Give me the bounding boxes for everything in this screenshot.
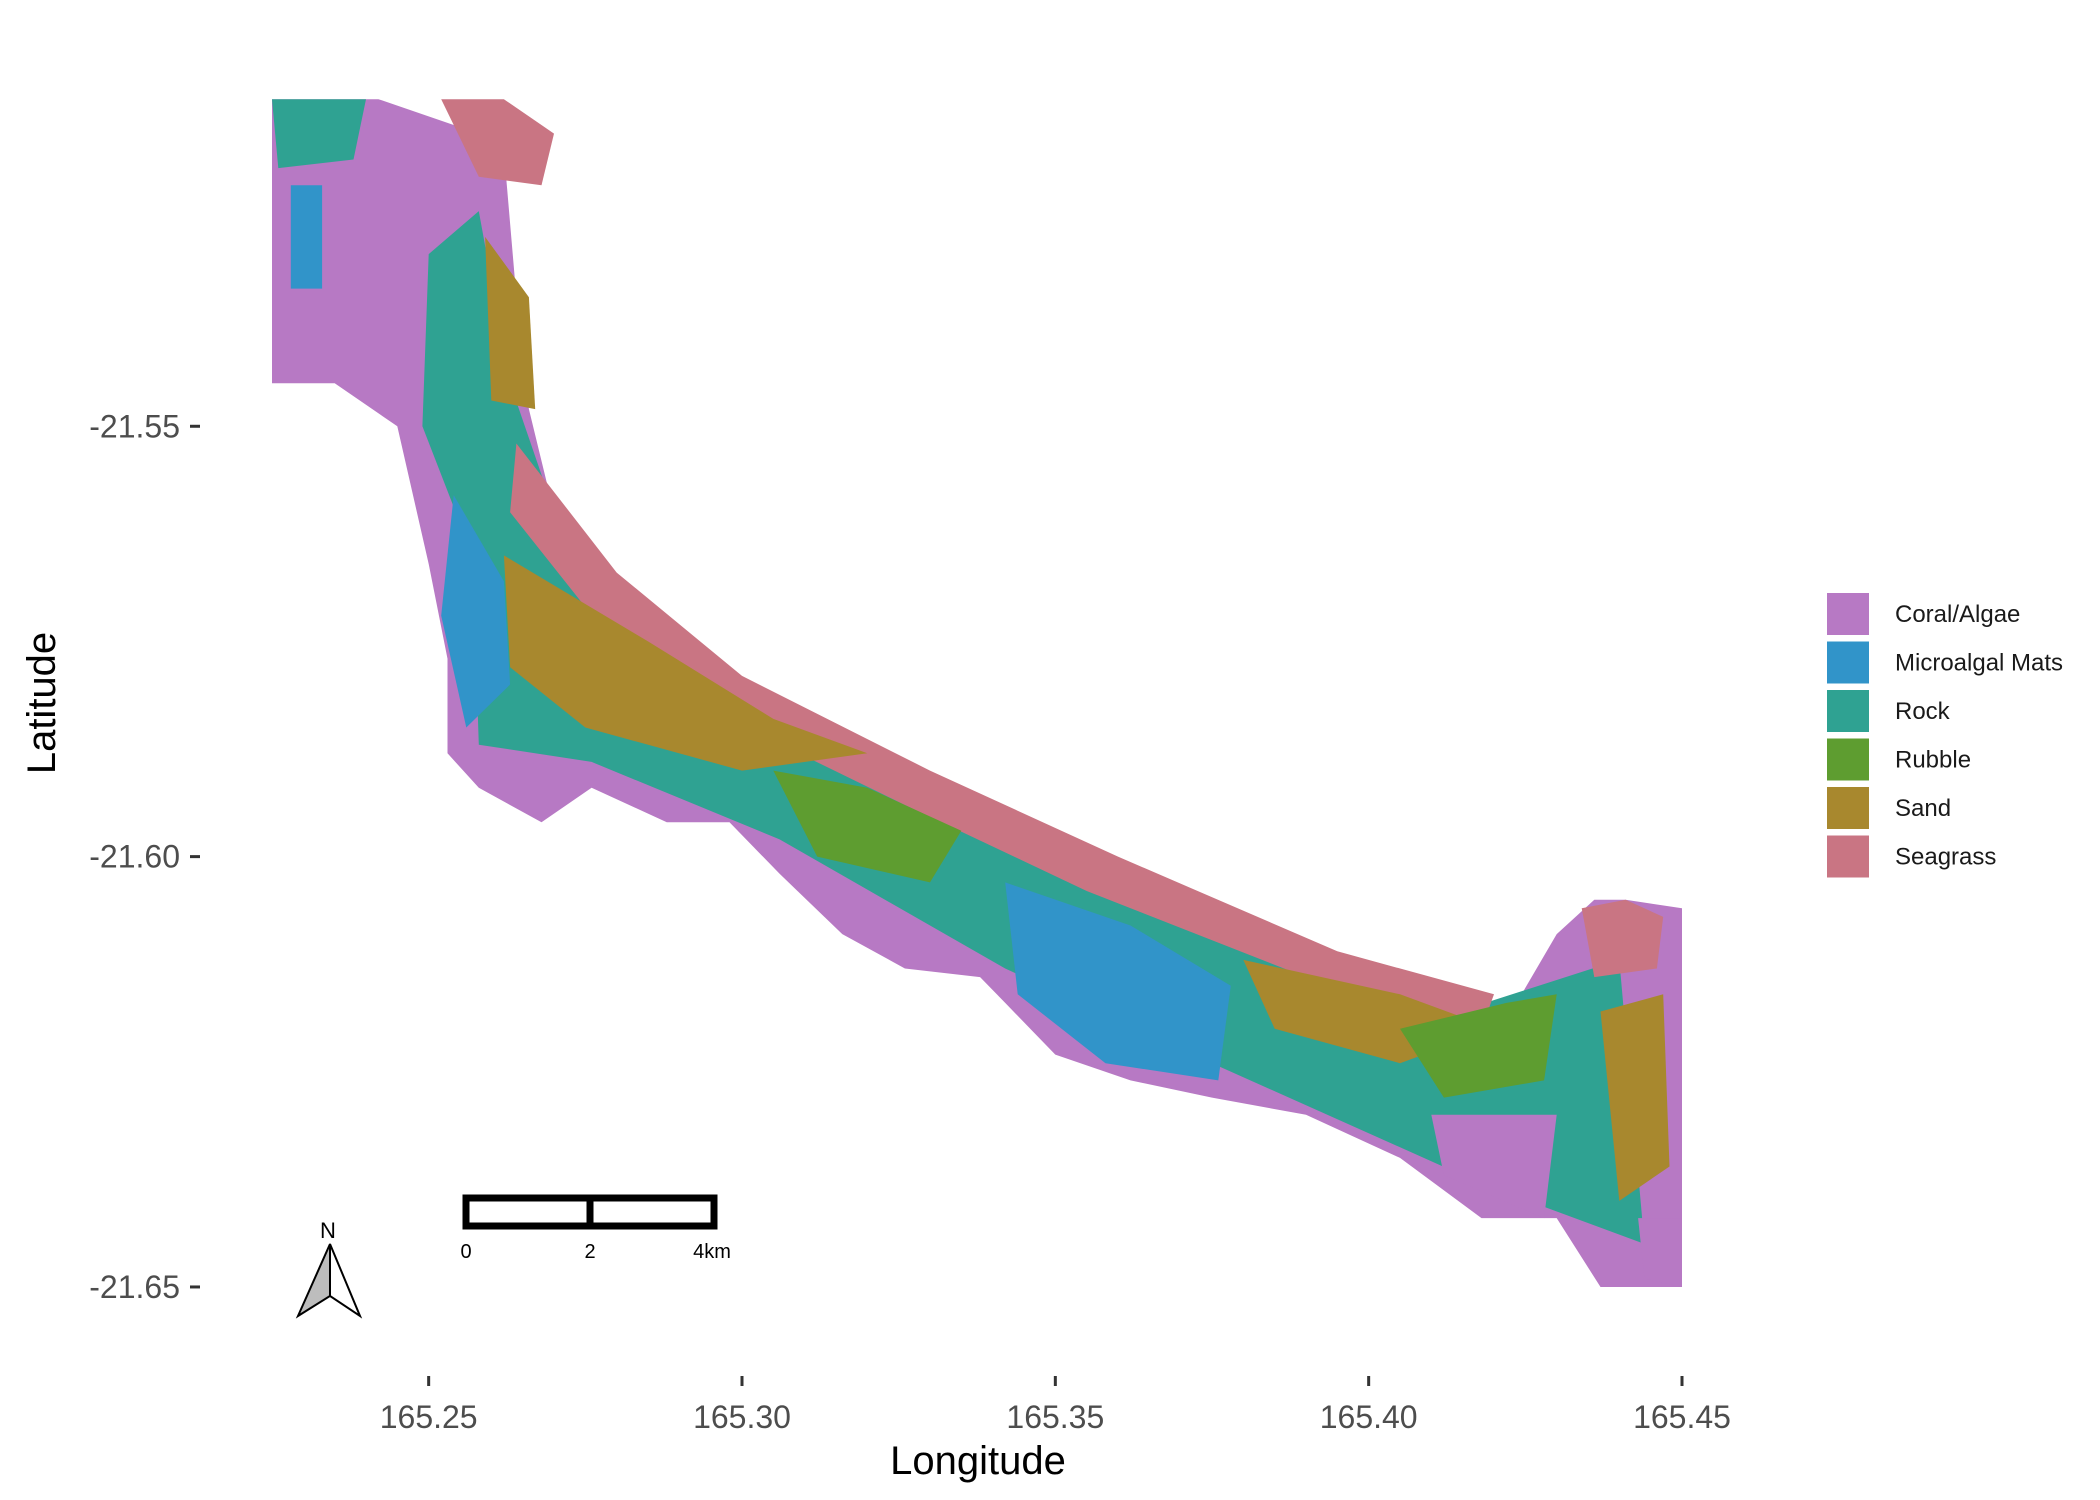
habitat-zone-microalgal-mats-5 xyxy=(290,185,323,289)
habitat-zone-coral-algae-13 xyxy=(1431,1114,1557,1219)
habitat-zone-microalgal-mats-4 xyxy=(1005,882,1231,1081)
legend-label-seagrass: Seagrass xyxy=(1895,844,1996,871)
legend-label-microalgal-mats: Microalgal Mats xyxy=(1895,650,2063,677)
x-tick-label-1: 165.30 xyxy=(693,1399,791,1435)
habitat-zone-rubble-10 xyxy=(773,770,962,883)
scale-bar-left-segment xyxy=(462,1194,594,1230)
scale-bar-label-4km: 4km xyxy=(693,1241,731,1263)
legend: Coral/Algae Microalgal Mats Rock Rubble Sand… xyxy=(1825,591,2063,880)
x-axis-title: Longitude xyxy=(890,1439,1066,1483)
x-axis: 165.25 165.30 165.35 165.40 165.45 xyxy=(380,1376,1731,1435)
habitat-zone-microalgal-mats-3 xyxy=(441,495,511,728)
habitat-zone-sand-9 xyxy=(1600,994,1670,1201)
y-axis-title: Latitude xyxy=(20,632,64,774)
north-arrow: N xyxy=(295,1218,363,1319)
x-tick-label-0: 165.25 xyxy=(380,1399,478,1435)
north-arrow-right-half xyxy=(329,1243,363,1319)
legend-swatch-rubble xyxy=(1825,736,1871,783)
habitat-zone-rubble-11 xyxy=(1400,994,1557,1098)
habitat-zone-rock-12 xyxy=(272,99,366,169)
legend-swatch-coral-algae xyxy=(1825,591,1871,637)
legend-swatch-microalgal-mats xyxy=(1825,639,1871,686)
habitat-zone-coral-algae-14 xyxy=(1638,1218,1682,1287)
scale-bar: 0 2 4km xyxy=(460,1194,731,1263)
legend-label-rubble: Rubble xyxy=(1895,747,1971,774)
scale-bar-label-2: 2 xyxy=(584,1241,595,1263)
map-panel xyxy=(272,99,1682,1288)
habitat-zone-seagrass-1 xyxy=(510,443,1495,1029)
y-tick-label-2: -21.65 xyxy=(89,1269,180,1305)
north-arrow-label: N xyxy=(320,1218,336,1243)
legend-label-sand: Sand xyxy=(1895,795,1951,822)
scale-bar-right-segment xyxy=(586,1194,718,1230)
legend-label-coral-algae: Coral/Algae xyxy=(1895,601,2020,628)
y-axis: -21.55 -21.60 -21.65 xyxy=(89,408,200,1305)
habitat-zone-seagrass-0 xyxy=(441,99,554,186)
habitat-zone-sand-6 xyxy=(503,555,868,771)
legend-swatch-sand xyxy=(1825,785,1871,831)
habitat-zone-sand-8 xyxy=(485,236,536,410)
legend-label-rock: Rock xyxy=(1895,698,1951,725)
legend-swatch-seagrass xyxy=(1825,833,1871,880)
scale-bar-label-0: 0 xyxy=(460,1241,471,1263)
habitat-zone-seagrass-2 xyxy=(1581,899,1664,978)
x-tick-label-4: 165.45 xyxy=(1633,1399,1731,1435)
x-tick-label-2: 165.35 xyxy=(1006,1399,1104,1435)
y-tick-label-0: -21.55 xyxy=(89,408,180,444)
x-tick-label-3: 165.40 xyxy=(1320,1399,1418,1435)
legend-swatch-rock xyxy=(1825,688,1871,734)
y-tick-label-1: -21.60 xyxy=(89,839,180,875)
north-arrow-left-half xyxy=(295,1243,331,1319)
